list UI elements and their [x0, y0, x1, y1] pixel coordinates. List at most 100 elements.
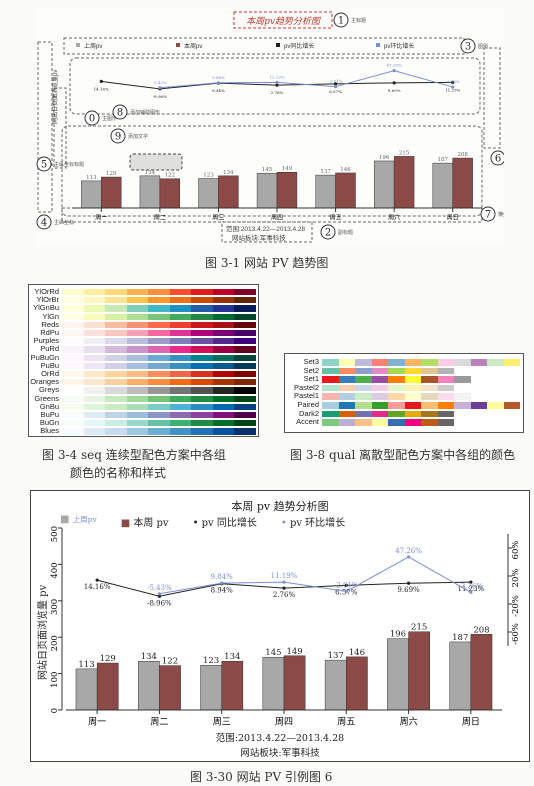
series-label: 9.84%: [211, 573, 234, 581]
palette-swatch: [169, 412, 191, 419]
palette-swatch: [234, 395, 256, 402]
palette-name: Accent: [296, 417, 319, 427]
palette-swatch: [126, 305, 148, 312]
x-tick-label: 周三: [212, 215, 224, 222]
palette-swatch: [355, 384, 372, 392]
palette-name: OrRd: [41, 369, 59, 378]
palette-swatch: [83, 395, 105, 402]
legend-symbol: ■: [120, 518, 134, 529]
palette-swatch: [62, 354, 84, 361]
palette-swatch: [105, 313, 127, 320]
palette-swatch: [126, 371, 148, 378]
palette-swatch: [83, 289, 105, 296]
palette-swatch: [234, 354, 256, 361]
palette-swatch: [421, 419, 438, 426]
annotation-circle: [110, 128, 126, 144]
annotation-circle: [36, 156, 52, 172]
legend-label: 上周pv: [84, 42, 102, 50]
palette-name: YlGn: [42, 311, 59, 321]
palette-swatch: [105, 420, 127, 427]
palette-swatch: [322, 359, 339, 366]
series-label: 14.16%: [94, 86, 109, 91]
palette-swatch: [169, 379, 191, 386]
bar: [221, 660, 244, 711]
palette-swatch: [234, 305, 256, 312]
palette-swatch: [212, 371, 234, 378]
palette-swatch: [105, 371, 127, 378]
annotation-circle: [480, 206, 496, 222]
legend-label: 上周pv: [72, 515, 97, 524]
palette-swatch: [126, 321, 148, 328]
legend-symbol: •: [280, 518, 290, 529]
bar: [75, 668, 98, 711]
bar-value-label: 113: [78, 660, 94, 670]
palette-swatch: [191, 321, 213, 328]
palette-swatch: [62, 330, 84, 337]
palette-swatch: [212, 362, 234, 369]
palette-name: PuBu: [40, 360, 59, 370]
palette-swatch: [421, 393, 438, 400]
palette-swatch: [234, 412, 256, 419]
palette-swatch: [126, 420, 148, 427]
palette-swatch: [148, 412, 170, 419]
palette-swatch: [191, 289, 213, 296]
palette-swatch: [62, 362, 84, 369]
palette-swatch: [83, 362, 105, 369]
series-point: [275, 83, 279, 87]
series-label: -8.96%: [147, 599, 172, 607]
palette-swatch: [148, 395, 170, 402]
palette-swatch: [371, 410, 388, 418]
palette-swatch: [62, 403, 84, 410]
palette-swatch: [62, 379, 84, 386]
legend-item: ■ 本周 pv: [121, 514, 169, 529]
bar-value-label: 129: [106, 171, 117, 177]
palette-swatch: [62, 313, 84, 320]
palette-row: [62, 313, 256, 320]
palette-row: [322, 419, 454, 426]
palette-swatch: [148, 362, 170, 369]
series-label: 8.94%: [212, 88, 225, 93]
palette-swatch: [371, 359, 388, 366]
bar: [324, 659, 347, 711]
palette-row: [62, 395, 256, 402]
palette-row: [62, 354, 256, 361]
palette-swatch: [83, 338, 105, 345]
x-tick-label: 周二: [154, 215, 166, 222]
palette-swatch: [234, 338, 256, 345]
bar: [256, 172, 278, 209]
palette-swatch: [338, 410, 355, 418]
palette-swatch: [105, 321, 127, 328]
palette-swatch: [83, 420, 105, 427]
bar: [262, 656, 285, 711]
palette-swatch: [234, 330, 256, 337]
palette-swatch: [169, 371, 191, 378]
palette-swatch: [105, 346, 127, 353]
palette-row: [322, 393, 471, 400]
palette-swatch: [169, 305, 191, 312]
legend-marker: [376, 43, 380, 47]
palette-swatch: [62, 289, 84, 296]
bar: [346, 656, 368, 711]
annotation-number: 2: [325, 228, 331, 239]
palette-swatch: [371, 393, 388, 400]
palette-swatch: [62, 346, 84, 353]
y-tick-label: 300: [50, 599, 60, 615]
bar: [408, 631, 430, 711]
x-tick-label: 周三: [213, 717, 231, 728]
series-label: -2.01%: [334, 581, 359, 589]
caption-3-4-line1: 图 3-4 seq 连续型配色方案中各组: [42, 448, 226, 462]
palette-swatch: [191, 313, 213, 320]
palette-swatch: [212, 289, 234, 296]
palette-swatch: [191, 412, 213, 419]
palette-name: Dark2: [298, 408, 319, 418]
palette-swatch: [355, 359, 372, 366]
palette-swatch: [126, 395, 148, 402]
f330-frame: [30, 490, 530, 762]
series-point: [157, 594, 162, 598]
palette-swatch: [169, 313, 191, 320]
x-tick-label: 周四: [271, 215, 283, 222]
palette-swatch: [191, 371, 213, 378]
palette-row: [322, 384, 454, 392]
palette-swatch: [355, 410, 372, 418]
palette-swatch: [404, 402, 421, 409]
